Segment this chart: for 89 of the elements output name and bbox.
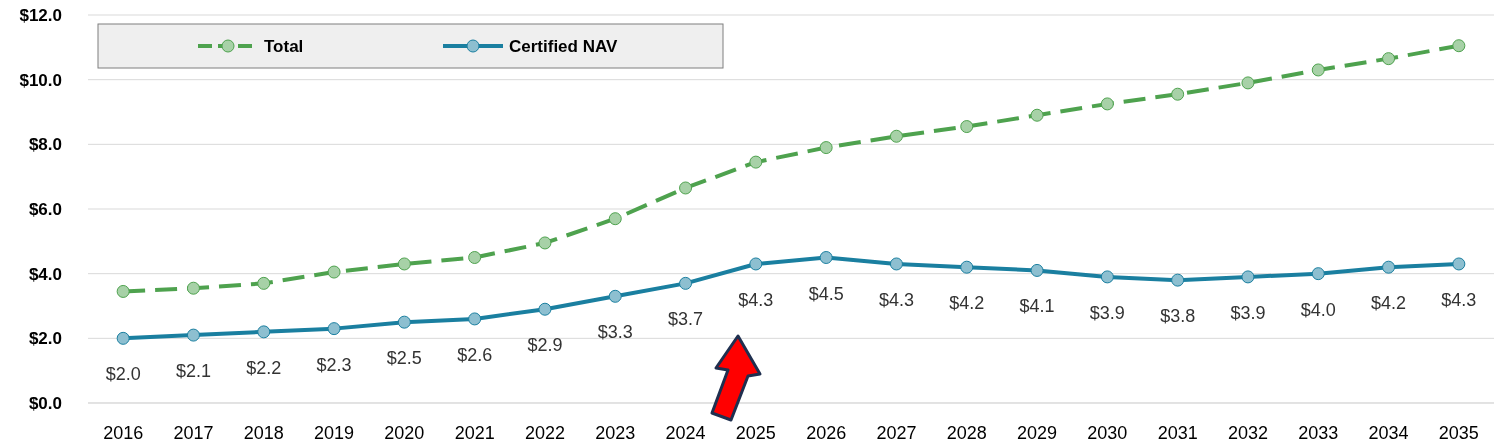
data-label: $3.8 (1160, 306, 1196, 327)
point (1241, 270, 1255, 284)
point (1452, 39, 1466, 53)
point (257, 276, 271, 290)
x-tick-label: 2025 (735, 423, 776, 443)
x-tick-label: 2031 (1157, 423, 1198, 443)
x-tick-label: 2021 (454, 423, 495, 443)
point (679, 181, 693, 195)
point (327, 265, 341, 279)
point (257, 325, 271, 339)
y-tick-label: $6.0 (28, 199, 62, 219)
y-tick-label: $4.0 (28, 264, 62, 284)
point (679, 276, 693, 290)
data-label: $3.9 (1230, 302, 1266, 323)
x-tick-label: 2033 (1298, 423, 1339, 443)
x-tick-label: 2024 (665, 423, 706, 443)
x-tick-label: 2019 (314, 423, 355, 443)
x-tick-label: 2035 (1438, 423, 1479, 443)
x-tick-label: 2034 (1368, 423, 1409, 443)
point (397, 257, 411, 271)
data-label: $4.0 (1300, 299, 1336, 320)
point (1241, 76, 1255, 90)
y-tick-label: $10.0 (19, 70, 62, 90)
point (889, 257, 903, 271)
point (1311, 267, 1325, 281)
x-tick-label: 2018 (243, 423, 284, 443)
x-tick-label: 2030 (1087, 423, 1128, 443)
point (889, 129, 903, 143)
point (468, 312, 482, 326)
data-label: $3.9 (1089, 302, 1125, 323)
data-label: $2.1 (175, 361, 211, 382)
x-tick-label: 2026 (806, 423, 847, 443)
point (1171, 273, 1185, 287)
data-label: $4.2 (949, 293, 985, 314)
point (327, 322, 341, 336)
data-label: $2.9 (527, 335, 563, 356)
x-tick-label: 2017 (173, 423, 214, 443)
point (960, 120, 974, 134)
data-label: $4.5 (808, 283, 844, 304)
point (1100, 97, 1114, 111)
legend-label: Certified NAV (509, 36, 618, 56)
y-tick-label: $2.0 (28, 329, 62, 349)
data-label: $4.3 (738, 289, 774, 310)
point (538, 236, 552, 250)
point (1030, 108, 1044, 122)
point (186, 328, 200, 342)
x-tick-label: 2020 (384, 423, 425, 443)
data-label: $2.2 (246, 357, 282, 378)
legend-label: Total (264, 36, 304, 56)
point (819, 141, 833, 155)
point (1100, 270, 1114, 284)
point (397, 315, 411, 329)
x-tick-label: 2032 (1227, 423, 1268, 443)
x-tick-label: 2022 (524, 423, 565, 443)
point (186, 281, 200, 295)
point (749, 155, 763, 169)
x-tick-label: 2016 (103, 423, 144, 443)
point (116, 331, 130, 345)
point (538, 302, 552, 316)
y-tick-label: $8.0 (28, 135, 62, 155)
data-label: $2.6 (457, 344, 493, 365)
point (116, 284, 130, 298)
data-label: $3.3 (597, 322, 633, 343)
y-tick-label: $0.0 (28, 393, 62, 413)
x-tick-label: 2029 (1017, 423, 1058, 443)
data-label: $3.7 (668, 309, 704, 330)
point (819, 251, 833, 264)
point (960, 260, 974, 274)
point (749, 257, 763, 271)
data-label: $2.3 (316, 354, 352, 375)
point (468, 251, 482, 264)
point (608, 212, 622, 226)
data-label: $4.2 (1371, 293, 1407, 314)
x-tick-label: 2027 (876, 423, 917, 443)
data-label: $2.5 (386, 348, 422, 369)
point (1311, 63, 1325, 77)
y-tick-label: $12.0 (19, 5, 62, 25)
point (1452, 257, 1466, 271)
point (1030, 263, 1044, 277)
point (1171, 87, 1185, 101)
x-tick-label: 2028 (946, 423, 987, 443)
data-label: $4.3 (1441, 289, 1477, 310)
data-label: $2.0 (105, 364, 141, 385)
point (608, 289, 622, 303)
point (1382, 260, 1396, 274)
point (1382, 52, 1396, 66)
x-tick-label: 2023 (595, 423, 636, 443)
data-label: $4.1 (1019, 296, 1055, 317)
data-label: $4.3 (878, 289, 914, 310)
